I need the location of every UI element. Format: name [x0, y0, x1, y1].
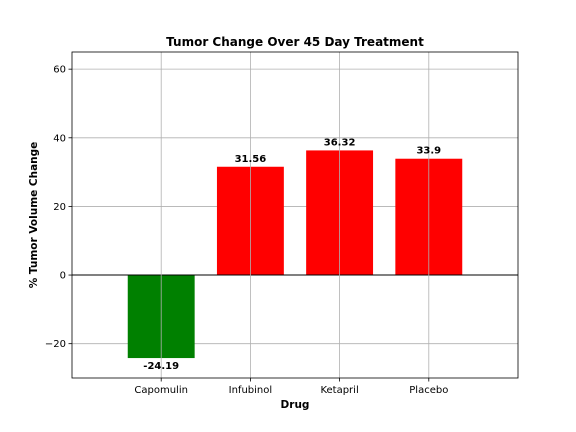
y-tick-label: 40: [53, 133, 66, 144]
data-label: -24.19: [143, 361, 179, 372]
data-label: 33.9: [416, 146, 441, 157]
x-tick-label: Ketapril: [320, 385, 358, 396]
x-tick-label: Infubinol: [229, 385, 273, 396]
grid-over-layer: [160, 52, 430, 378]
label-layer: -24.19 31.56 36.32 33.9: [143, 137, 441, 372]
x-tick-label: Capomulin: [134, 385, 188, 396]
plot-frame: [71, 51, 519, 379]
tick-layer: −20 0 20 40 60 Capomulin Infubinol Ketapril Plac…: [45, 65, 448, 396]
y-tick-label: −20: [45, 339, 66, 350]
chart-title: Tumor Change Over 45 Day Treatment: [166, 35, 424, 49]
y-tick-label: 20: [53, 202, 66, 213]
data-label: 36.32: [324, 137, 356, 148]
y-tick-label: 60: [53, 65, 66, 76]
y-axis-label: % Tumor Volume Change: [28, 142, 40, 289]
y-tick-label: 0: [60, 271, 66, 282]
x-tick-label: Placebo: [409, 385, 448, 396]
x-axis-label: Drug: [281, 399, 310, 411]
data-label: 31.56: [235, 154, 267, 165]
